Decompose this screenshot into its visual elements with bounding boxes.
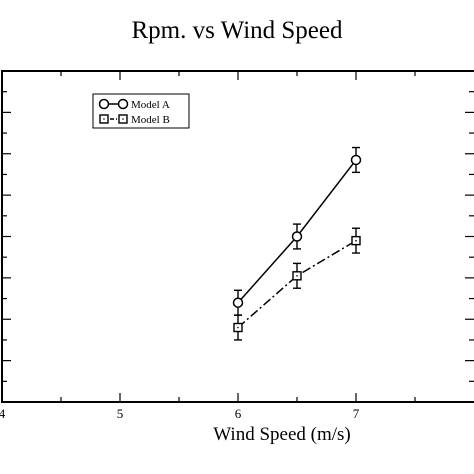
square-marker-dot	[103, 118, 105, 120]
x-tick-labels: 4 5 6 7	[0, 406, 360, 421]
series-0	[232, 146, 362, 316]
x-tick-label: 6	[235, 406, 242, 421]
x-tick-label: 5	[117, 406, 124, 421]
series-1	[233, 227, 361, 341]
legend-box	[92, 93, 190, 129]
chart-title: Rpm. vs Wind Speed	[131, 17, 343, 44]
square-marker-dot	[355, 239, 357, 242]
circle-marker	[350, 154, 362, 166]
circle-marker	[291, 231, 303, 242]
series-layer	[232, 146, 362, 341]
plot-frame	[1, 70, 474, 403]
circle-marker	[117, 98, 129, 110]
circle-marker	[98, 98, 110, 110]
circle-marker	[232, 297, 244, 308]
square-marker-dot	[122, 118, 124, 120]
square-marker-dot	[237, 326, 239, 329]
legend-label: Model A	[131, 99, 170, 111]
axis-ticks	[2, 71, 474, 402]
legend-label: Model B	[131, 114, 170, 126]
square-marker-dot	[296, 275, 298, 277]
series-line	[237, 239, 357, 329]
x-tick-label: 4	[0, 406, 6, 421]
x-tick-label: 7	[353, 406, 360, 421]
x-axis-label: Wind Speed (m/s)	[213, 424, 351, 445]
legend: Model A Model B	[92, 93, 190, 129]
